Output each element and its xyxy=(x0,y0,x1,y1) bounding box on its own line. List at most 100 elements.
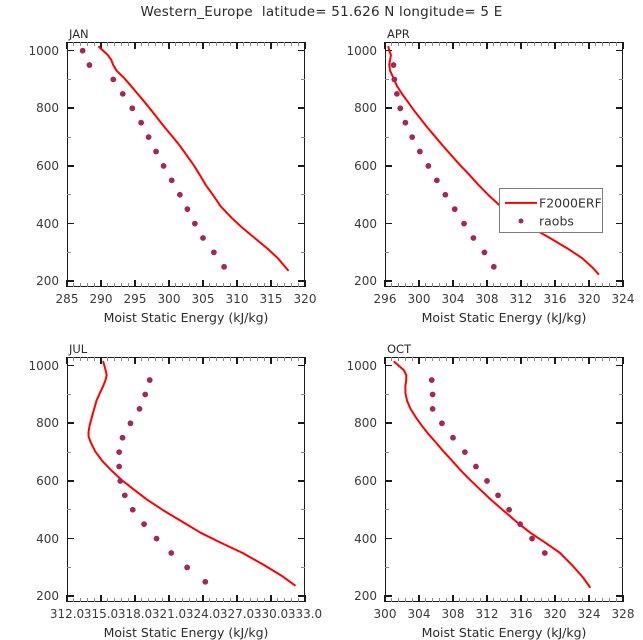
x-tick-major xyxy=(520,42,522,49)
x-tick-major xyxy=(168,357,170,364)
y-tick-label: 200 xyxy=(36,274,59,289)
x-tick-label: 304 xyxy=(407,607,431,621)
x-tick-minor xyxy=(547,283,549,287)
y-tick-minor xyxy=(67,451,71,453)
series-marker-raobs xyxy=(428,377,435,383)
x-tick-minor xyxy=(459,42,461,46)
y-tick-major xyxy=(385,280,392,283)
x-tick-minor xyxy=(209,357,211,361)
x-tick-major xyxy=(452,357,454,364)
y-tick-minor xyxy=(619,509,623,511)
x-tick-minor xyxy=(527,42,529,46)
x-tick-minor xyxy=(290,283,292,287)
x-tick-minor xyxy=(432,283,434,287)
x-tick-major xyxy=(270,280,272,287)
x-tick-minor xyxy=(229,598,231,602)
x-tick-minor xyxy=(148,42,150,46)
x-tick-minor xyxy=(120,357,122,361)
x-tick-label: 312.0 xyxy=(49,607,85,621)
x-tick-minor xyxy=(493,42,495,46)
x-tick-minor xyxy=(459,357,461,361)
x-tick-label: 321.0 xyxy=(151,607,187,621)
x-tick-minor xyxy=(120,283,122,287)
x-tick-minor xyxy=(297,283,299,287)
x-tick-minor xyxy=(229,357,231,361)
x-tick-minor xyxy=(391,598,393,602)
x-tick-minor xyxy=(182,598,184,602)
legend[interactable]: F2000ERF raobs xyxy=(499,188,603,233)
x-tick-minor xyxy=(608,42,610,46)
y-tick-major xyxy=(616,165,623,167)
x-tick-label: 305 xyxy=(191,292,215,306)
x-tick-minor xyxy=(175,357,177,361)
x-tick-major xyxy=(452,280,454,287)
x-tick-minor xyxy=(568,283,570,287)
x-tick-minor xyxy=(581,357,583,361)
x-tick-minor xyxy=(127,283,129,287)
series-marker-raobs xyxy=(116,449,123,456)
x-tick-label: 295 xyxy=(123,292,147,306)
x-tick-minor xyxy=(513,42,515,46)
x-tick-minor xyxy=(615,598,617,602)
x-tick-minor xyxy=(243,42,245,46)
x-tick-major xyxy=(588,280,590,287)
x-tick-minor xyxy=(574,598,576,602)
plot-frame xyxy=(67,357,305,602)
x-tick-minor xyxy=(608,357,610,361)
x-tick-minor xyxy=(277,598,279,602)
y-tick-major xyxy=(67,364,74,367)
x-tick-minor xyxy=(574,357,576,361)
x-tick-major xyxy=(134,357,136,364)
x-tick-minor xyxy=(161,283,163,287)
x-tick-minor xyxy=(595,598,597,602)
legend-line-swatch xyxy=(505,201,537,205)
x-tick-label: 300 xyxy=(407,292,431,306)
y-tick-major xyxy=(298,49,305,52)
y-tick-label: 1000 xyxy=(28,43,59,58)
y-tick-label: 600 xyxy=(354,158,377,173)
x-tick-minor xyxy=(561,598,563,602)
x-tick-minor xyxy=(93,598,95,602)
x-tick-minor xyxy=(466,283,468,287)
x-tick-minor xyxy=(120,42,122,46)
x-tick-major xyxy=(554,357,556,364)
x-tick-minor xyxy=(432,42,434,46)
y-tick-label: 200 xyxy=(354,274,377,289)
legend-dot-swatch xyxy=(518,218,524,224)
x-tick-minor xyxy=(188,357,190,361)
y-tick-minor xyxy=(301,251,305,253)
x-tick-minor xyxy=(540,283,542,287)
x-tick-minor xyxy=(263,357,265,361)
x-tick-minor xyxy=(615,42,617,46)
y-tick-major xyxy=(385,595,392,598)
series-marker-raobs xyxy=(495,492,501,499)
y-tick-major xyxy=(385,537,392,540)
panel-apr: APR 296 300 304 308 312 316 320 324 200 400 600 800 1… xyxy=(346,27,634,325)
data-layer xyxy=(387,45,600,276)
x-tick-minor xyxy=(195,598,197,602)
y-tick-major xyxy=(616,222,623,225)
x-tick-minor xyxy=(479,598,481,602)
x-tick-minor xyxy=(188,598,190,602)
series-marker-raobs xyxy=(433,177,440,184)
x-tick-major xyxy=(418,42,420,49)
x-tick-minor xyxy=(154,357,156,361)
y-tick-minor xyxy=(67,78,71,81)
x-tick-minor xyxy=(277,283,279,287)
x-tick-minor xyxy=(398,283,400,287)
x-tick-major xyxy=(622,595,624,602)
y-tick-major xyxy=(616,107,623,110)
x-tick-minor xyxy=(256,357,258,361)
panel-oct: OCT 300 304 308 312 316 320 324 328 200 400 600 800 1… xyxy=(346,342,634,640)
series-marker-raobs xyxy=(79,47,86,54)
x-tick-minor xyxy=(615,357,617,361)
x-tick-minor xyxy=(284,598,286,602)
y-tick-major xyxy=(298,480,305,482)
series-marker-raobs xyxy=(429,405,436,412)
x-tick-minor xyxy=(80,598,82,602)
x-tick-label: 324 xyxy=(611,292,635,306)
x-tick-minor xyxy=(479,357,481,361)
x-tick-minor xyxy=(284,42,286,46)
x-tick-minor xyxy=(86,598,88,602)
